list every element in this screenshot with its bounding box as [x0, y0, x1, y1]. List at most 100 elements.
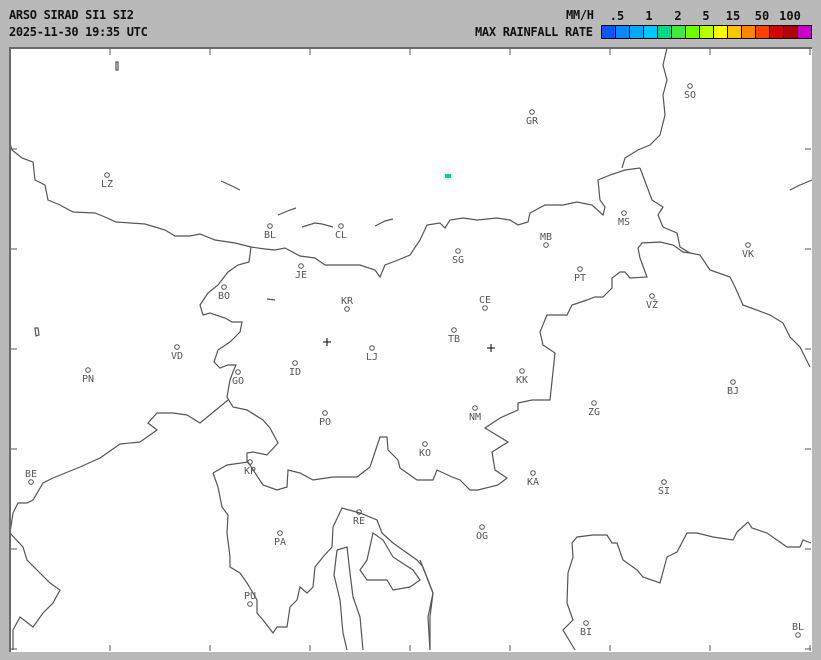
city-label: SO: [684, 90, 696, 101]
city-marker-icon: [479, 524, 485, 530]
legend-label: 15: [725, 9, 741, 23]
legend-swatch: [714, 26, 728, 38]
city-label: GR: [526, 116, 539, 127]
legend-swatch: [658, 26, 672, 38]
legend-swatch: [686, 26, 700, 38]
city-marker-icon: [730, 379, 736, 385]
city-marker-icon: [221, 284, 227, 290]
legend-label: 100: [779, 9, 801, 23]
city-label: KR: [341, 296, 354, 307]
city-marker-icon: [472, 405, 478, 411]
city-label: PN: [82, 374, 94, 385]
city-label: BE: [25, 469, 37, 480]
lake-outline: [34, 327, 40, 337]
city-marker-icon: [292, 360, 298, 366]
city-marker-icon: [422, 441, 428, 447]
city-marker-icon: [621, 210, 627, 216]
city-label: MB: [540, 232, 552, 243]
boundary-line: [374, 218, 394, 227]
boundary-line: [419, 559, 434, 651]
boundary-line: [336, 546, 364, 651]
boundary-line: [621, 49, 668, 169]
city-marker-icon: [451, 327, 457, 333]
city-marker-icon: [583, 620, 589, 626]
city-label: SG: [452, 255, 464, 266]
city-label: PU: [244, 591, 256, 602]
legend-swatch: [742, 26, 756, 38]
city-label: CL: [335, 230, 347, 241]
legend-label: 5: [702, 9, 710, 23]
city-label: BL: [792, 622, 804, 633]
city-marker-icon: [543, 242, 549, 248]
city-marker-icon: [369, 345, 375, 351]
city-label: KA: [527, 477, 539, 488]
legend-swatch: [770, 26, 784, 38]
boundary-line: [212, 241, 691, 491]
timestamp: 2025-11-30 19:35 UTC: [9, 25, 148, 39]
radar-map[interactable]: SO GR LZ BL CL MB MS SG VK JE PT BO KR CE VŽ TB VD LJ ID PN…: [9, 47, 812, 652]
boundary-line: [639, 167, 811, 368]
city-label: ZG: [588, 407, 600, 418]
city-label: RE: [353, 516, 365, 527]
city-marker-icon: [104, 172, 110, 178]
legend-swatch: [672, 26, 686, 38]
legend-swatch: [616, 26, 630, 38]
city-marker-icon: [267, 223, 273, 229]
city-marker-icon: [795, 632, 801, 638]
city-label: SI: [658, 486, 670, 497]
city-label: GO: [232, 376, 244, 387]
city-marker-icon: [687, 83, 693, 89]
boundary-line: [266, 298, 276, 301]
boundary-line: [11, 399, 229, 650]
rain-echo: [445, 174, 451, 178]
island-outline: [359, 531, 421, 591]
city-marker-icon: [247, 459, 253, 465]
city-label: OG: [476, 531, 488, 542]
city-marker-icon: [649, 293, 655, 299]
legend-swatch: [798, 26, 811, 38]
city-label: BI: [580, 627, 592, 638]
city-marker-icon: [298, 263, 304, 269]
city-label: VŽ: [646, 298, 658, 311]
city-label: KO: [419, 448, 431, 459]
color-legend: [601, 25, 812, 39]
lake-outline: [115, 61, 119, 71]
city-label: VD: [171, 351, 183, 362]
city-marker-icon: [577, 266, 583, 272]
boundary-line: [11, 144, 641, 279]
city-label: NM: [469, 412, 481, 423]
city-label: TB: [448, 334, 460, 345]
legend-title: MAX RAINFALL RATE: [475, 25, 593, 39]
city-label: BJ: [727, 386, 739, 397]
city-marker-icon: [745, 242, 751, 248]
city-label: KK: [516, 375, 528, 386]
legend-swatch: [602, 26, 616, 38]
city-marker-icon: [322, 410, 328, 416]
legend-swatch: [630, 26, 644, 38]
city-marker-icon: [174, 344, 180, 350]
product-title: ARSO SIRAD SI1 SI2: [9, 8, 134, 22]
legend-swatch: [784, 26, 798, 38]
city-marker-icon: [338, 223, 344, 229]
map-canvas: SO GR LZ BL CL MB MS SG VK JE PT BO KR CE VŽ TB VD LJ ID PN…: [11, 49, 812, 651]
city-marker-icon: [529, 109, 535, 115]
legend-swatch: [644, 26, 658, 38]
city-marker-icon: [530, 470, 536, 476]
city-label: LJ: [366, 352, 378, 363]
legend-label: 1: [645, 9, 653, 23]
legend-swatch: [700, 26, 714, 38]
boundary-line: [562, 521, 812, 651]
boundary-line: [301, 222, 334, 228]
city-marker-icon: [277, 530, 283, 536]
city-marker-icon: [591, 400, 597, 406]
city-marker-icon: [28, 479, 34, 485]
city-label: VK: [742, 249, 754, 260]
city-label: PT: [574, 273, 586, 284]
boundary-line: [212, 472, 434, 650]
city-label: BL: [264, 230, 276, 241]
city-marker-icon: [482, 305, 488, 311]
boundary-line: [789, 179, 812, 191]
city-marker-icon: [85, 367, 91, 373]
legend-swatch: [756, 26, 770, 38]
city-label: PO: [319, 417, 331, 428]
